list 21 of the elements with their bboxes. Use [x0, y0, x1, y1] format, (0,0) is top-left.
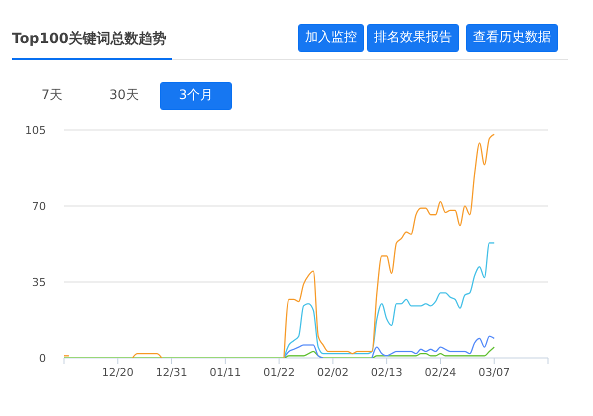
- x-tick-label: 03/07: [478, 366, 510, 379]
- x-tick-label: 01/22: [263, 366, 295, 379]
- x-tick-label: 02/24: [424, 366, 456, 379]
- y-tick-label: 35: [32, 276, 46, 289]
- y-tick-label: 70: [32, 200, 46, 213]
- x-tick-label: 12/31: [156, 366, 188, 379]
- x-tick-label: 02/13: [370, 366, 403, 379]
- text: 加入监控: [298, 24, 364, 52]
- text: 3个月: [160, 82, 232, 110]
- x-tick-label: 02/02: [317, 366, 349, 379]
- x-tick-label: 01/11: [209, 366, 242, 379]
- y-tick-label: 0: [39, 352, 46, 365]
- text: 7天: [40, 87, 64, 105]
- x-tick-label: 12/20: [102, 366, 134, 379]
- line-series: [283, 242, 495, 358]
- y-tick-label: 105: [25, 124, 46, 137]
- line-series: [63, 346, 495, 358]
- text: 30天: [108, 87, 140, 105]
- text: 排名效果报告: [367, 24, 459, 52]
- chart-title: Top100关键词总数趋势: [12, 30, 167, 48]
- text: 查看历史数据: [466, 24, 558, 52]
